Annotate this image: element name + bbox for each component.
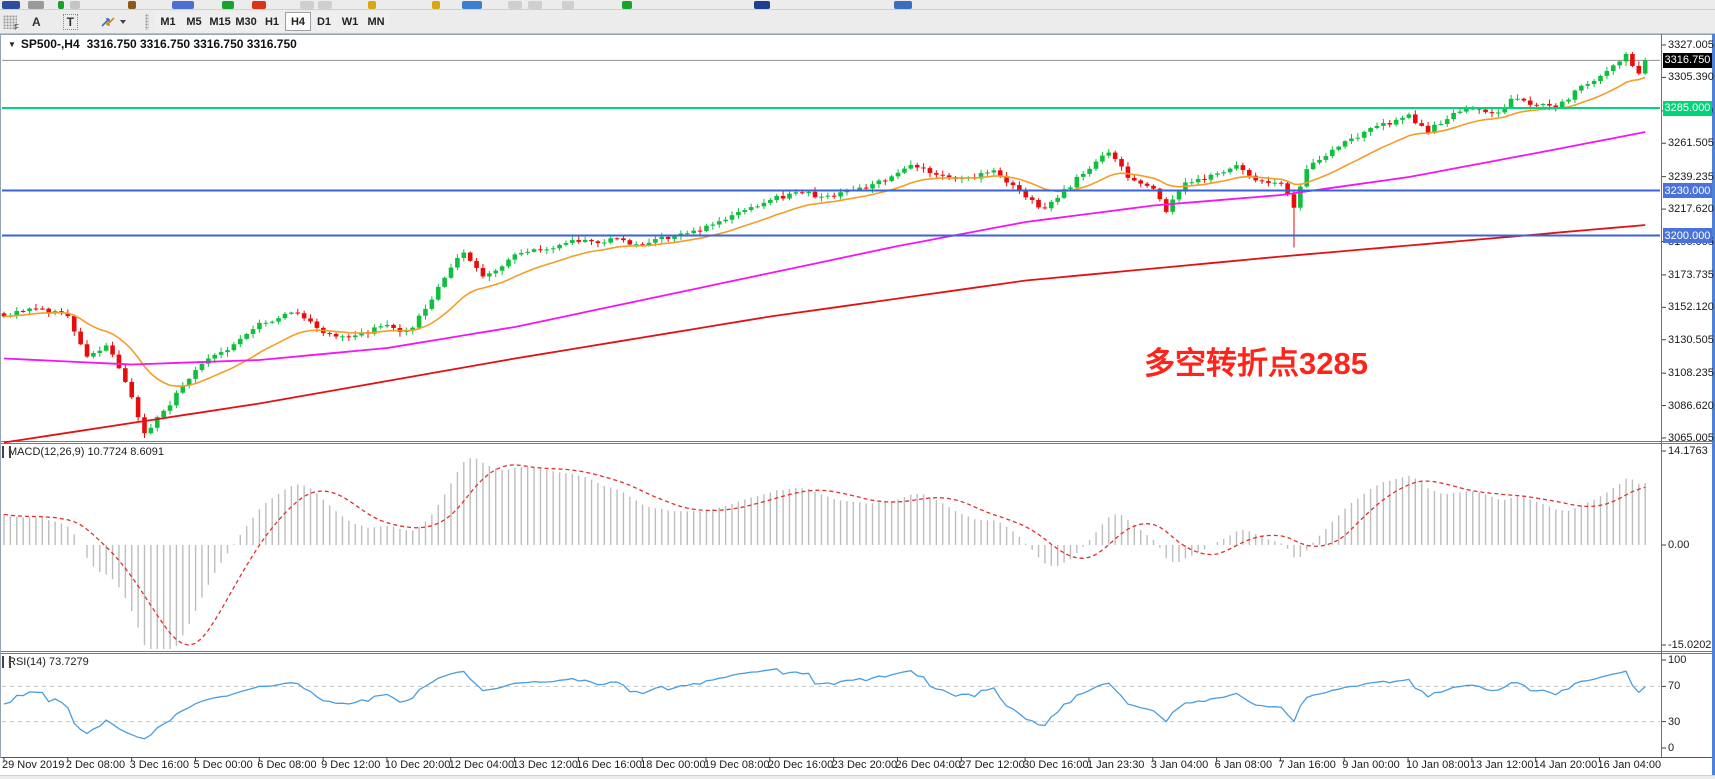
clipped-toolbar-icon[interactable] bbox=[222, 1, 234, 9]
macd-label: MACD(12,26,9) 10.7724 8.6091 bbox=[8, 446, 164, 458]
rsi-label: RSI(14) 73.7279 bbox=[8, 656, 89, 668]
clipped-toolbar-icon[interactable] bbox=[754, 1, 770, 9]
clipped-toolbar-icon[interactable] bbox=[70, 1, 80, 9]
price-annotation-text: 多空转折点3285 bbox=[1144, 346, 1368, 381]
time-axis-label: 12 Dec 04:00 bbox=[448, 759, 515, 771]
clipped-toolbar-icon[interactable] bbox=[172, 1, 194, 9]
time-axis-label: 6 Dec 08:00 bbox=[257, 759, 317, 771]
time-axis-label: 13 Dec 12:00 bbox=[512, 759, 578, 771]
clipped-toolbar-icon[interactable] bbox=[300, 1, 314, 9]
timeframe-button-h4[interactable]: H4 bbox=[285, 12, 312, 31]
time-axis-label: 27 Dec 12:00 bbox=[959, 759, 1025, 771]
dropdown-caret-icon bbox=[120, 19, 127, 24]
time-axis-label: 13 Jan 12:00 bbox=[1469, 759, 1534, 771]
time-axis-label: 23 Dec 20:00 bbox=[831, 759, 898, 771]
time-axis-label: 14 Jan 20:00 bbox=[1533, 759, 1598, 771]
macd-pane-grip[interactable] bbox=[2, 446, 11, 458]
main-toolbar: F A T M1 M5 M15 M30 H1 H4 D1 W1 MN bbox=[0, 10, 1715, 34]
chart-symbol-timeframe: SP500-,H4 bbox=[20, 37, 80, 51]
timeframe-button-m30[interactable]: M30 bbox=[233, 12, 260, 31]
toolbar-grip-icon bbox=[145, 13, 150, 30]
time-axis-label: 2 Dec 08:00 bbox=[65, 759, 126, 771]
time-axis-label: 26 Dec 04:00 bbox=[895, 759, 961, 771]
time-axis-label: 20 Dec 16:00 bbox=[767, 759, 834, 771]
clipped-toolbar-icon[interactable] bbox=[318, 1, 332, 9]
window-bottom-strip bbox=[0, 775, 1715, 779]
time-axis-label: 16 Jan 04:00 bbox=[1597, 759, 1662, 771]
time-axis-label: 6 Jan 08:00 bbox=[1214, 759, 1273, 771]
cycle-arrows-tool-button[interactable] bbox=[93, 12, 133, 31]
time-axis-label: 5 Dec 00:00 bbox=[193, 759, 253, 771]
time-axis-label: 9 Dec 12:00 bbox=[321, 759, 381, 771]
clipped-toolbar-icon[interactable] bbox=[622, 1, 632, 9]
clipped-toolbar-icon[interactable] bbox=[28, 1, 44, 9]
clipped-toolbar-row bbox=[0, 0, 1715, 10]
time-axis-label: 18 Dec 00:00 bbox=[640, 759, 706, 771]
clipped-toolbar-icon[interactable] bbox=[58, 1, 64, 9]
clipped-toolbar-icon[interactable] bbox=[894, 1, 912, 9]
time-axis-label: 19 Dec 08:00 bbox=[704, 759, 770, 771]
timeframe-button-m15[interactable]: M15 bbox=[207, 12, 234, 31]
clipped-toolbar-icon[interactable] bbox=[2, 1, 20, 9]
timeframe-button-m1[interactable]: M1 bbox=[155, 12, 182, 31]
rsi-pane-grip[interactable] bbox=[2, 656, 11, 668]
time-axis-label: 1 Jan 23:30 bbox=[1086, 759, 1145, 771]
chart-dropdown-icon[interactable]: ▼ bbox=[8, 39, 16, 49]
letter-a-icon: A bbox=[32, 14, 41, 29]
chart-window[interactable] bbox=[0, 34, 1712, 758]
clipped-toolbar-icon[interactable] bbox=[432, 1, 440, 9]
clipped-toolbar-icon[interactable] bbox=[252, 1, 266, 9]
time-axis-label: 7 Jan 16:00 bbox=[1278, 759, 1336, 771]
time-axis-label: 3 Jan 04:00 bbox=[1150, 759, 1209, 771]
timeframe-button-h1[interactable]: H1 bbox=[259, 12, 286, 31]
dock-handle-label: F bbox=[14, 22, 19, 32]
time-axis-label: 3 Dec 16:00 bbox=[129, 759, 189, 771]
time-axis-label: 10 Dec 20:00 bbox=[384, 759, 451, 771]
timeframe-button-d1[interactable]: D1 bbox=[311, 12, 338, 31]
letter-t-icon: T bbox=[62, 13, 79, 30]
time-axis-label: 9 Jan 00:00 bbox=[1342, 759, 1400, 771]
clipped-toolbar-icon[interactable] bbox=[128, 1, 136, 9]
clipped-toolbar-icon[interactable] bbox=[508, 1, 522, 9]
time-axis-label: 16 Dec 16:00 bbox=[576, 759, 642, 771]
time-axis-label: 29 Nov 2019 bbox=[2, 759, 65, 771]
clipped-toolbar-icon[interactable] bbox=[368, 1, 376, 9]
chart-ohlc-values: 3316.750 3316.750 3316.750 3316.750 bbox=[86, 37, 297, 51]
cycle-arrows-icon bbox=[101, 16, 115, 27]
clipped-toolbar-icon[interactable] bbox=[528, 1, 542, 9]
dock-handle-icon[interactable]: F bbox=[3, 14, 19, 32]
timeframe-button-mn[interactable]: MN bbox=[363, 12, 390, 31]
window-right-border bbox=[1712, 34, 1715, 775]
time-axis-label: 30 Dec 16:00 bbox=[1023, 759, 1089, 771]
text-label-tool-button[interactable]: A bbox=[25, 12, 48, 31]
time-axis-label: 10 Jan 08:00 bbox=[1406, 759, 1470, 771]
timeframe-button-m5[interactable]: M5 bbox=[181, 12, 208, 31]
chart-title: ▼ SP500-,H4 3316.750 3316.750 3316.750 3… bbox=[8, 37, 297, 51]
text-box-tool-button[interactable]: T bbox=[56, 12, 85, 31]
clipped-toolbar-icon[interactable] bbox=[562, 1, 574, 9]
timeframe-group: M1 M5 M15 M30 H1 H4 D1 W1 MN bbox=[155, 12, 390, 31]
clipped-toolbar-icon[interactable] bbox=[462, 1, 482, 9]
timeframe-button-w1[interactable]: W1 bbox=[337, 12, 364, 31]
